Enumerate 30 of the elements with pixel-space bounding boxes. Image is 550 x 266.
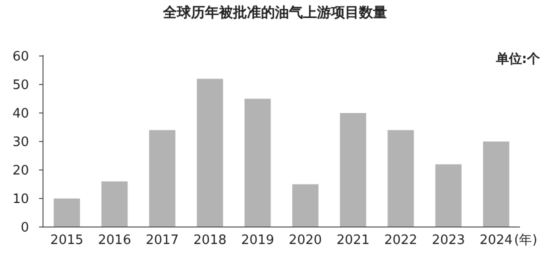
- x-tick-label: 2022: [384, 233, 418, 248]
- y-tick-label: 40: [12, 106, 29, 122]
- y-tick-label: 60: [12, 50, 29, 64]
- y-tick-label: 10: [12, 192, 29, 207]
- chart-title: 全球历年被批准的油气上游项目数量: [162, 4, 387, 21]
- y-tick-label: 20: [12, 164, 29, 178]
- x-tick-label: 2024: [480, 233, 513, 248]
- bar: [483, 142, 510, 227]
- bar: [340, 113, 366, 227]
- y-tick-label: 30: [12, 135, 29, 150]
- x-tick-label: 2018: [193, 233, 226, 248]
- bar: [149, 130, 176, 227]
- x-tick-label: 2015: [50, 233, 84, 248]
- x-tick-label: 2017: [146, 233, 179, 248]
- bar: [196, 78, 224, 227]
- bar: [54, 198, 80, 227]
- x-tick-label: 2023: [432, 233, 465, 248]
- y-tick-label: 0: [20, 220, 29, 236]
- bar: [101, 181, 128, 227]
- x-tick-label: 2021: [336, 233, 370, 248]
- x-tick-label: 2020: [288, 233, 322, 248]
- bar: [244, 98, 271, 227]
- x-tick-label: 2019: [241, 233, 274, 248]
- y-axis-title: 单位:个: [494, 51, 541, 67]
- bar: [388, 130, 414, 227]
- bar: [292, 184, 318, 227]
- x-axis-title: (年): [514, 233, 538, 248]
- y-tick-label: 50: [12, 78, 29, 93]
- x-tick-label: 2016: [98, 233, 132, 248]
- bar: [435, 164, 462, 227]
